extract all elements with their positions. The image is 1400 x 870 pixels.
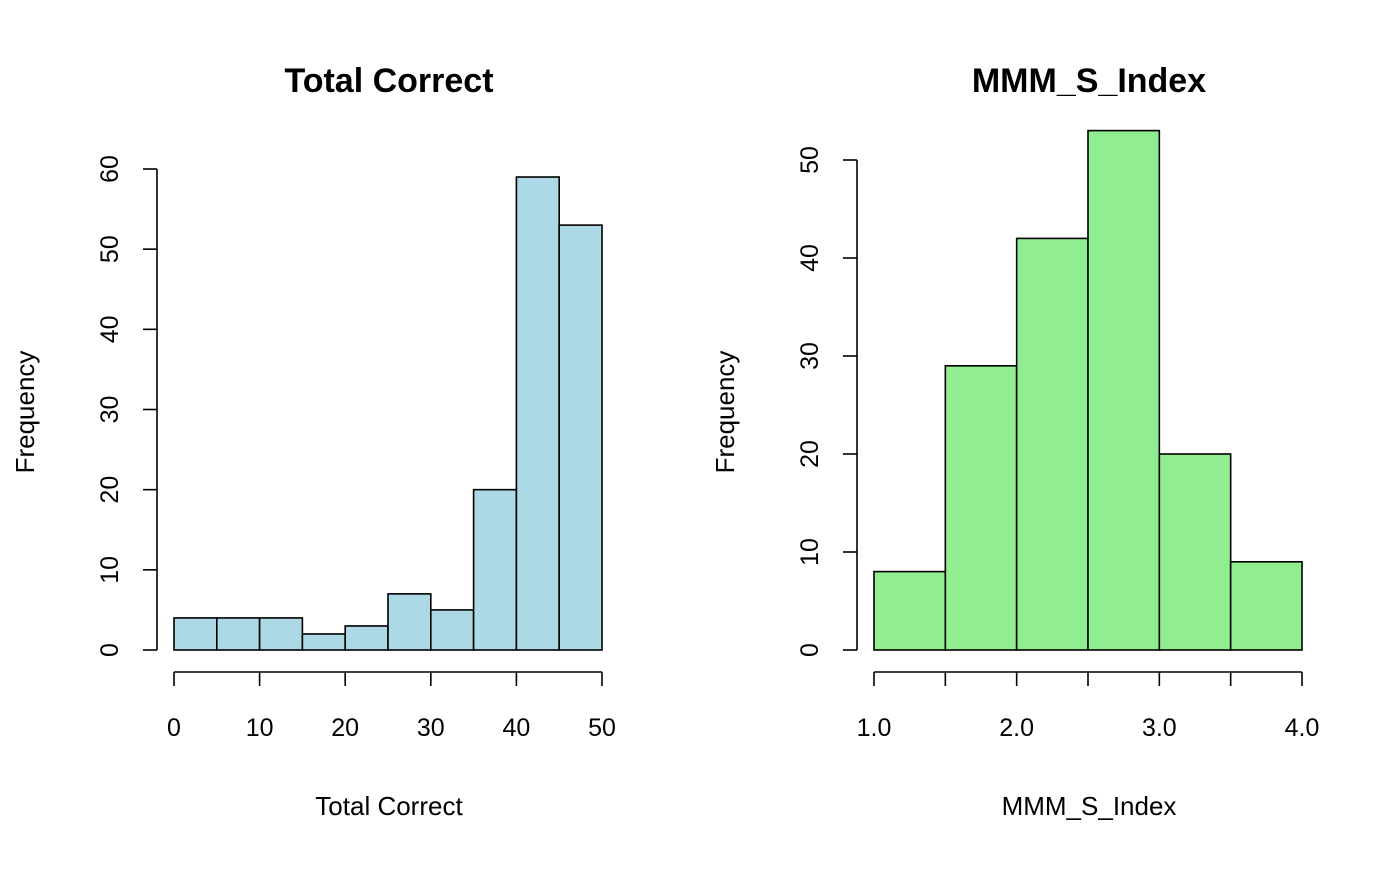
y-tick-label: 50 [796, 146, 824, 174]
x-tick-label: 2.0 [999, 714, 1034, 742]
y-tick-label: 50 [96, 235, 124, 263]
x-tick-label: 30 [417, 714, 445, 742]
chart-title: MMM_S_Index [972, 62, 1206, 100]
panel-mmm-s-index: MMM_S_Index MMM_S_Index Frequency 1.0 2.0… [710, 62, 1319, 821]
y-tick-label: 40 [796, 244, 824, 272]
histogram-bar [258, 617, 304, 651]
x-tick-label: 1.0 [857, 714, 892, 742]
y-axis-label: Frequency [10, 351, 40, 474]
chart-title: Total Correct [284, 62, 493, 100]
histogram-bar [472, 488, 518, 651]
y-tick-label: 20 [96, 476, 124, 504]
y-tick-label: 60 [96, 155, 124, 183]
histogram-bar [873, 570, 947, 651]
histogram-bar [301, 633, 346, 651]
x-tick-label: 40 [502, 714, 530, 742]
y-tick-label: 40 [96, 315, 124, 343]
x-tick-label: 10 [246, 714, 274, 742]
panel-total-correct: Total Correct Total Correct Frequency 0 1… [10, 62, 616, 821]
x-tick-label: 50 [588, 714, 616, 742]
histogram-bar [558, 224, 603, 651]
x-tick-label: 4.0 [1285, 714, 1320, 742]
histogram-bar [944, 364, 1018, 651]
y-tick-label: 20 [796, 440, 824, 468]
y-tick-label: 0 [96, 643, 124, 657]
y-axis: 0 10 20 30 40 50 [796, 146, 858, 657]
x-tick-label: 3.0 [1142, 714, 1177, 742]
y-tick-label: 0 [796, 643, 824, 657]
y-tick-label: 10 [796, 538, 824, 566]
x-axis-label: Total Correct [315, 791, 463, 821]
x-axis: 0 10 20 30 40 50 [167, 671, 616, 742]
y-tick-label: 30 [96, 396, 124, 424]
x-axis: 1.0 2.0 3.0 4.0 [857, 671, 1320, 742]
x-tick-label: 20 [331, 714, 359, 742]
bars [173, 176, 603, 651]
x-axis-label: MMM_S_Index [1002, 791, 1177, 821]
histogram-bar [515, 176, 561, 651]
y-axis-label: Frequency [710, 351, 740, 474]
y-tick-label: 10 [96, 556, 124, 584]
histogram-bar [1087, 129, 1161, 651]
histogram-bar [216, 617, 261, 651]
y-axis: 0 10 20 30 40 50 60 [96, 155, 158, 657]
bars [873, 129, 1303, 651]
x-tick-label: 0 [167, 714, 181, 742]
histogram-bar [1229, 560, 1303, 651]
y-tick-label: 30 [796, 342, 824, 370]
histogram-bar [429, 609, 475, 651]
histogram-bar [1015, 237, 1089, 651]
histogram-bar [1158, 453, 1232, 651]
histogram-bar [387, 593, 432, 651]
histogram-bar [173, 617, 218, 651]
histogram-bar [344, 625, 389, 651]
